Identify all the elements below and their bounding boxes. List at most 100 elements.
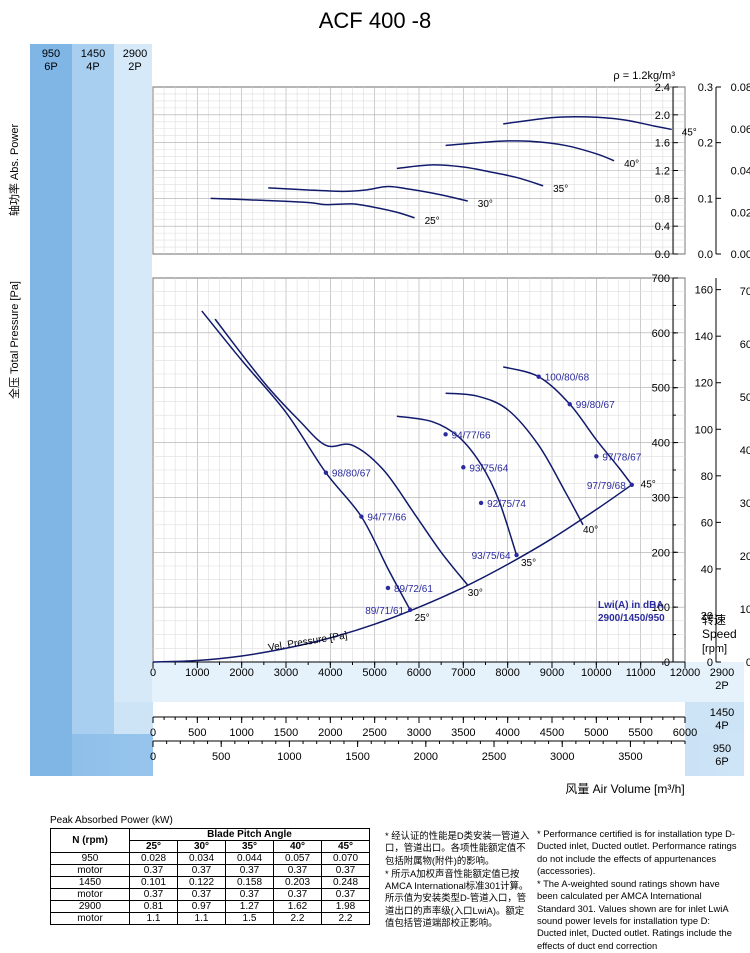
page-title: ACF 400 -8: [318, 8, 432, 33]
speed-header-rpm: 950: [42, 48, 60, 60]
power-tick-label: 1.6: [655, 138, 670, 150]
power-curve-label: 40°: [624, 159, 639, 170]
x-axis-1450-tick-label: 4500: [540, 727, 564, 739]
pressure-tick-label: 40: [701, 564, 713, 576]
power-tick-label: 2.4: [655, 82, 670, 94]
pressure-axis-title: 全压 Total Pressure [Pa]: [7, 281, 21, 399]
sound-label: 93/75/64: [469, 463, 508, 474]
density-note: ρ = 1.2kg/m³: [613, 70, 675, 82]
sound-point: [359, 514, 364, 519]
table-cell: 0.034: [177, 852, 226, 865]
sound-point: [461, 465, 466, 470]
notes-english: * Performance certified is for installat…: [537, 828, 742, 953]
pressure-angle-label: 45°: [641, 480, 656, 491]
power-tick-label: 0.04: [731, 166, 750, 178]
performance-chart: 9506P14504P29002P0.000.020.040.060.080.0…: [7, 44, 750, 796]
sound-label: 94/77/66: [452, 430, 491, 441]
x-axis-2900-tick-label: 4000: [318, 667, 342, 679]
sound-label: 100/80/68: [545, 373, 590, 384]
table-cell: 0.122: [177, 876, 226, 889]
table-row-label: motor: [50, 912, 130, 925]
pressure-curve-35°: [396, 415, 518, 556]
speed-header-poles: 4P: [86, 61, 99, 73]
x-axis-950-tick-label: 1000: [277, 751, 301, 763]
table-cell: 0.248: [321, 876, 370, 889]
sound-label: 99/80/67: [576, 400, 615, 411]
band-2900-vertical: [114, 44, 152, 702]
power-curve-25°: [210, 197, 415, 219]
sound-label: 97/79/68: [587, 481, 626, 492]
pressure-tick-label: 300: [652, 492, 670, 504]
chart-axes: 9506P14504P29002P0.000.020.040.060.080.0…: [7, 48, 750, 796]
row-label-2900-rpm: 2900: [710, 667, 734, 679]
power-tick-label: 0.00: [731, 249, 750, 261]
x-axis-2900-tick-label: 11000: [626, 667, 656, 679]
chart-series: 25°30°35°40°45°Vel. Pressure [Pa]: [152, 115, 697, 663]
table-group-header: Blade Pitch Angle: [129, 828, 370, 841]
x-axis-1450-tick-label: 1500: [274, 727, 298, 739]
pressure-curve-40°: [445, 392, 584, 526]
power-tick-label: 0.08: [731, 82, 750, 94]
pressure-tick-label: 200: [652, 547, 670, 559]
speed-header-poles: 6P: [44, 61, 57, 73]
pressure-tick-label: 20: [740, 551, 750, 563]
pressure-tick-label: 80: [701, 471, 713, 483]
table-row: motor 0.37 0.37 0.37 0.37 0.37: [50, 888, 370, 901]
sound-point: [536, 374, 541, 379]
power-axis-title: 轴功率 Abs. Power: [7, 124, 21, 217]
x-axis-2900-tick-label: 8000: [495, 667, 519, 679]
table-cell: 0.028: [129, 852, 178, 865]
power-tick-label: 0.8: [655, 193, 670, 205]
power-table-section: Peak Absorbed Power (kW) N (rpm) Blade Pi…: [50, 815, 375, 925]
sound-point: [594, 454, 599, 459]
table-row-label: 950: [50, 852, 130, 865]
table-row: 2900 0.81 0.97 1.27 1.62 1.98: [50, 900, 370, 913]
pressure-tick-label: 100: [652, 602, 670, 614]
x-axis-950-tick-label: 1500: [345, 751, 369, 763]
sound-point: [443, 432, 448, 437]
x-axis-1450-tick-label: 500: [188, 727, 206, 739]
sound-point: [629, 482, 634, 488]
table-cell: 0.37: [129, 864, 178, 877]
table-row: 1450 0.101 0.122 0.158 0.203 0.248: [50, 876, 370, 889]
pressure-tick-label: 140: [695, 331, 713, 343]
x-axis-1450-tick-label: 3000: [407, 727, 431, 739]
pressure-tick-label: 60: [701, 517, 713, 529]
speed-label-en: Speed: [702, 627, 737, 641]
power-tick-label: 0.06: [731, 124, 750, 136]
table-cell: 1.62: [273, 900, 322, 913]
pressure-tick-label: 500: [652, 383, 670, 395]
sound-point: [478, 500, 484, 506]
pressure-tick-label: 120: [695, 378, 713, 390]
table-row-label: motor: [50, 888, 130, 901]
power-table: N (rpm) Blade Pitch Angle 25° 30° 35° 40° 45° 9…: [50, 828, 370, 925]
power-tick-label: 0.1: [698, 193, 713, 205]
x-axis-1450-tick-label: 5500: [628, 727, 652, 739]
pressure-tick-label: 700: [652, 273, 670, 285]
speed-header-rpm: 2900: [123, 48, 147, 60]
table-cell: 0.37: [273, 888, 322, 901]
table-header-row: N (rpm) Blade Pitch Angle: [50, 828, 370, 853]
table-row-label: motor: [50, 864, 130, 877]
table-cell: 0.37: [321, 888, 370, 901]
table-angle-header: 40°: [273, 840, 322, 853]
table-angle-header: 45°: [321, 840, 370, 853]
x-axis-1450-tick-label: 3500: [451, 727, 475, 739]
note-en-item: * The A-weighted sound ratings shown hav…: [537, 878, 732, 951]
power-curve-label: 30°: [478, 199, 493, 210]
pressure-tick-label: 10: [740, 604, 750, 616]
pressure-curve-45°: [503, 366, 633, 486]
table-cell: 0.044: [225, 852, 274, 865]
sound-label: 92/75/74: [487, 499, 526, 510]
power-tick-label: 0.2: [698, 138, 713, 150]
speed-header-poles: 2P: [128, 61, 141, 73]
table-cell: 1.5: [225, 912, 274, 925]
sound-label: 98/80/67: [332, 469, 371, 480]
table-cell: 1.27: [225, 900, 274, 913]
speed-label-unit: [rpm]: [702, 643, 727, 655]
table-row-label: 1450: [50, 876, 130, 889]
table-angle-header: 35°: [225, 840, 274, 853]
table-cell: 2.2: [273, 912, 322, 925]
x-axis-950-tick-label: 0: [150, 751, 156, 763]
x-axis-2900-tick-label: 1000: [185, 667, 209, 679]
